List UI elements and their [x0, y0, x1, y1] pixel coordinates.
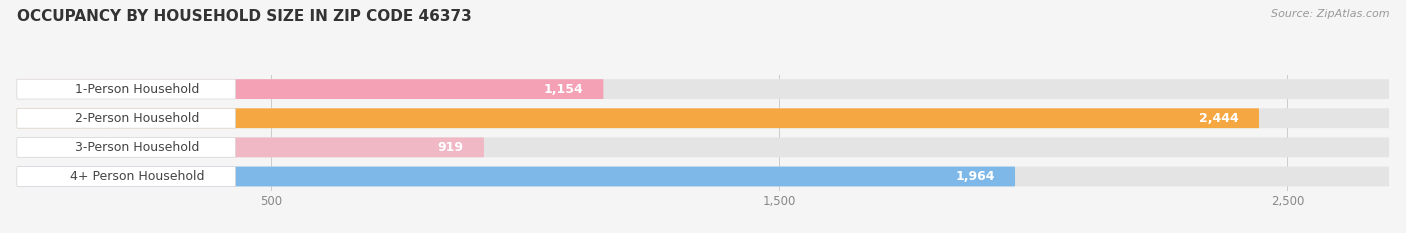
FancyBboxPatch shape	[17, 137, 1389, 157]
FancyBboxPatch shape	[17, 167, 1015, 186]
Text: 919: 919	[437, 141, 464, 154]
Text: 1,964: 1,964	[955, 170, 994, 183]
Text: Source: ZipAtlas.com: Source: ZipAtlas.com	[1271, 9, 1389, 19]
FancyBboxPatch shape	[17, 79, 1389, 99]
FancyBboxPatch shape	[17, 137, 235, 157]
Text: 2,444: 2,444	[1199, 112, 1239, 125]
Text: OCCUPANCY BY HOUSEHOLD SIZE IN ZIP CODE 46373: OCCUPANCY BY HOUSEHOLD SIZE IN ZIP CODE …	[17, 9, 471, 24]
FancyBboxPatch shape	[17, 108, 235, 128]
FancyBboxPatch shape	[17, 108, 1258, 128]
FancyBboxPatch shape	[17, 167, 235, 186]
Text: 4+ Person Household: 4+ Person Household	[70, 170, 204, 183]
Text: 1,154: 1,154	[543, 83, 583, 96]
Text: 2-Person Household: 2-Person Household	[75, 112, 200, 125]
FancyBboxPatch shape	[17, 108, 1389, 128]
FancyBboxPatch shape	[17, 137, 484, 157]
FancyBboxPatch shape	[17, 167, 1389, 186]
Text: 3-Person Household: 3-Person Household	[75, 141, 200, 154]
FancyBboxPatch shape	[17, 79, 603, 99]
FancyBboxPatch shape	[17, 79, 235, 99]
Text: 1-Person Household: 1-Person Household	[75, 83, 200, 96]
